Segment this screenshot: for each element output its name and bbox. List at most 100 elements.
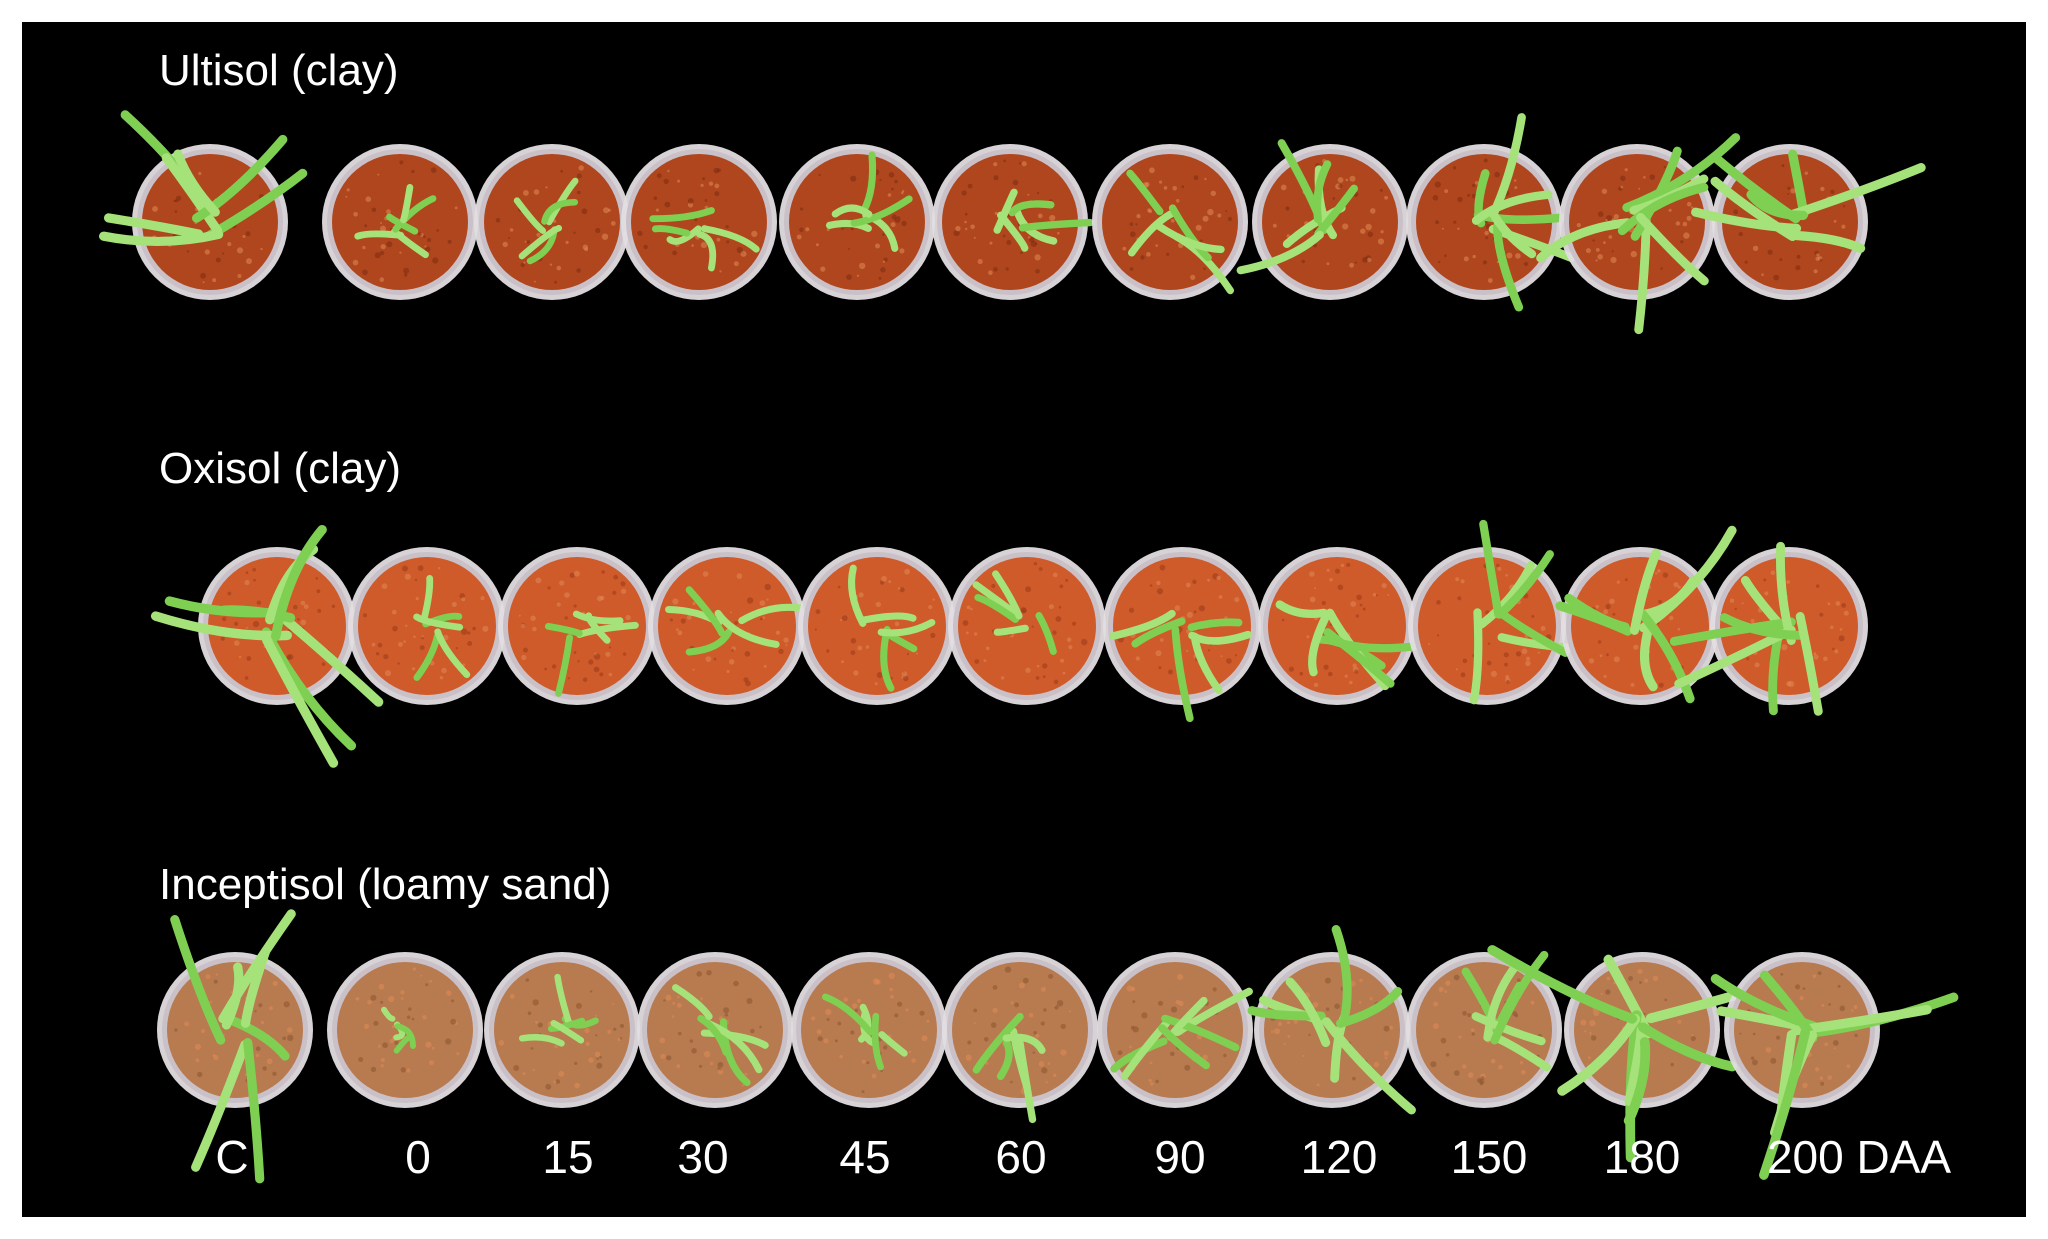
soil-grain [1746,657,1750,661]
soil-grain [388,995,395,1003]
seedling-leaf [1746,189,1808,221]
seedling-leaf [1131,617,1186,648]
soil-grain [687,198,694,204]
soil-grain [1467,1013,1472,1018]
soil-grain [432,257,439,264]
soil-grain [1186,649,1189,653]
soil-grain [1817,971,1822,975]
soil-grain [1620,185,1624,189]
soil-grain [535,577,542,584]
soil-grain [1312,1001,1319,1008]
soil-grain [1049,214,1056,222]
seedling-leaf [191,1040,250,1172]
soil [1113,557,1251,695]
soil-grain [596,595,603,602]
soil-grain [377,1044,381,1048]
soil-grain [1485,236,1489,240]
soil-grain [1002,234,1006,238]
soil-grain [659,1037,666,1044]
soil-grain [392,625,398,632]
soil-grain [194,1043,201,1050]
soil-grain [1540,626,1546,631]
soil-grain [1346,562,1351,567]
seedling-leaf [572,610,624,625]
soil-grain [1612,612,1616,616]
soil-grain [1487,642,1491,645]
soil-grain [1750,1056,1755,1060]
soil-grain [300,600,306,606]
soil-grain [560,169,564,173]
soil-grain [380,1000,384,1004]
soil-grain [564,592,570,598]
soil-grain [532,1068,535,1072]
soil-grain [358,1057,364,1062]
soil-grain [1038,567,1043,571]
soil-grain [1149,1061,1153,1065]
soil-grain [1576,223,1581,228]
soil-grain [1324,977,1331,984]
soil-grain [1212,987,1217,992]
seedling-leaf [1536,218,1632,263]
soil-grain [1837,984,1841,988]
soil-grain [1814,1067,1820,1072]
seedling-leaf [1321,1017,1416,1115]
soil-grain [876,672,883,679]
soil-grain [1344,674,1348,678]
seedling-leaf [1275,600,1329,619]
soil-grain [607,1029,612,1034]
soil-grain [1841,224,1846,229]
soil-grain [1037,213,1043,219]
soil-grain [723,1007,730,1014]
pot [932,144,1094,300]
soil-grain [1830,625,1834,630]
soil-grain [881,575,887,582]
soil-grain [1135,656,1141,661]
soil-grain [581,208,588,215]
soil-grain [816,1029,822,1035]
soil-grain [1277,1021,1283,1027]
seedling-leaf [972,1012,1024,1074]
soil-grain [1177,973,1184,981]
soil-grain [1830,189,1835,194]
soil-grain [1787,193,1790,195]
soil-grain [815,243,819,247]
soil-grain [1055,616,1062,622]
soil-grain [989,241,993,245]
soil-grain [1004,966,1012,973]
seedling-leaf [1161,1014,1240,1052]
soil-grain [545,186,548,189]
soil-grain [195,1058,200,1063]
soil-grain [879,178,882,182]
soil-grain [371,207,377,213]
soil-grain [1484,230,1489,236]
soil-grain [456,1052,460,1056]
soil-grain [962,620,969,626]
soil-grain [1609,598,1615,604]
soil-grain [865,645,870,649]
soil-grain [1796,254,1801,259]
soil-grain [601,233,609,240]
soil-grain [567,677,570,680]
soil-grain [1519,1061,1524,1065]
soil-grain [1435,220,1440,225]
soil-grain [1460,579,1465,584]
soil-grain [1270,1030,1274,1034]
soil-grain [1823,656,1828,662]
seedling-leaf [1669,617,1796,646]
soil-grain [1181,185,1185,189]
soil-grain [1158,666,1162,670]
soil-grain [1490,1058,1496,1064]
soil-grain [1036,664,1040,668]
soil-grain [692,668,695,671]
seedling-leaf [544,623,583,637]
soil-grain [1662,572,1669,578]
soil-grain [1038,1061,1045,1067]
soil-grain [1668,615,1674,621]
soil-grain [455,647,458,650]
soil-grain [1166,252,1170,256]
soil-grain [234,640,240,646]
soil-grain [1827,602,1831,606]
soil-grain [315,577,319,580]
soil-grain [1765,1047,1772,1053]
soil-grain [1308,1033,1311,1037]
